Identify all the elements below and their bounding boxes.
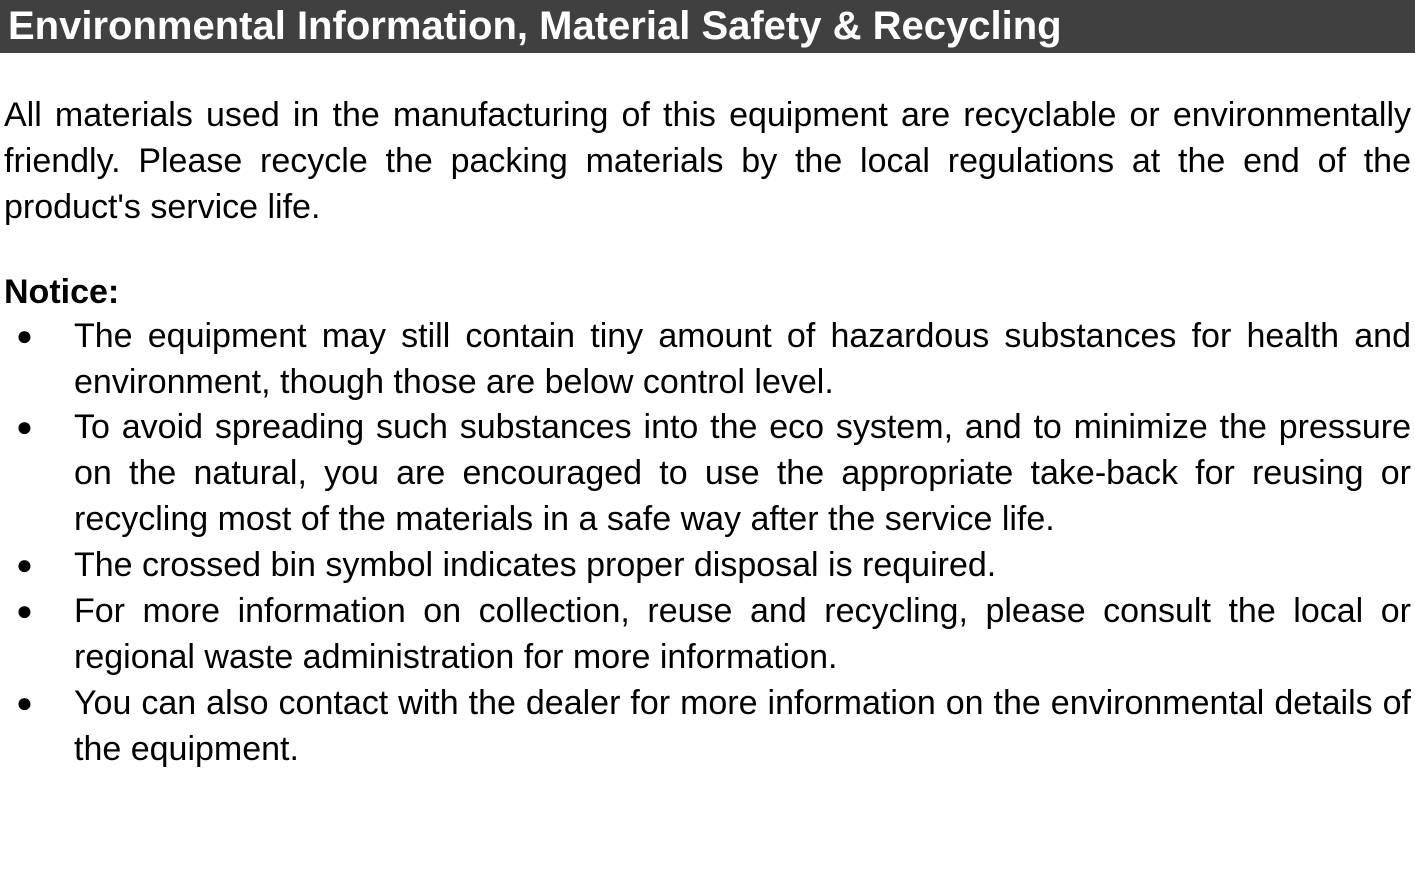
notice-item: The crossed bin symbol indicates proper … bbox=[4, 543, 1411, 589]
page-header: Environmental Information, Material Safe… bbox=[0, 0, 1415, 53]
notice-label: Notice: bbox=[4, 273, 1411, 312]
notice-item: You can also contact with the dealer for… bbox=[4, 681, 1411, 773]
notice-item: The equipment may still contain tiny amo… bbox=[4, 314, 1411, 406]
content-area: All materials used in the manufacturing … bbox=[0, 93, 1415, 773]
notice-item: To avoid spreading such substances into … bbox=[4, 405, 1411, 543]
page-title: Environmental Information, Material Safe… bbox=[8, 4, 1062, 48]
notice-list: The equipment may still contain tiny amo… bbox=[4, 314, 1411, 773]
intro-paragraph: All materials used in the manufacturing … bbox=[4, 93, 1411, 231]
notice-item: For more information on collection, reus… bbox=[4, 589, 1411, 681]
